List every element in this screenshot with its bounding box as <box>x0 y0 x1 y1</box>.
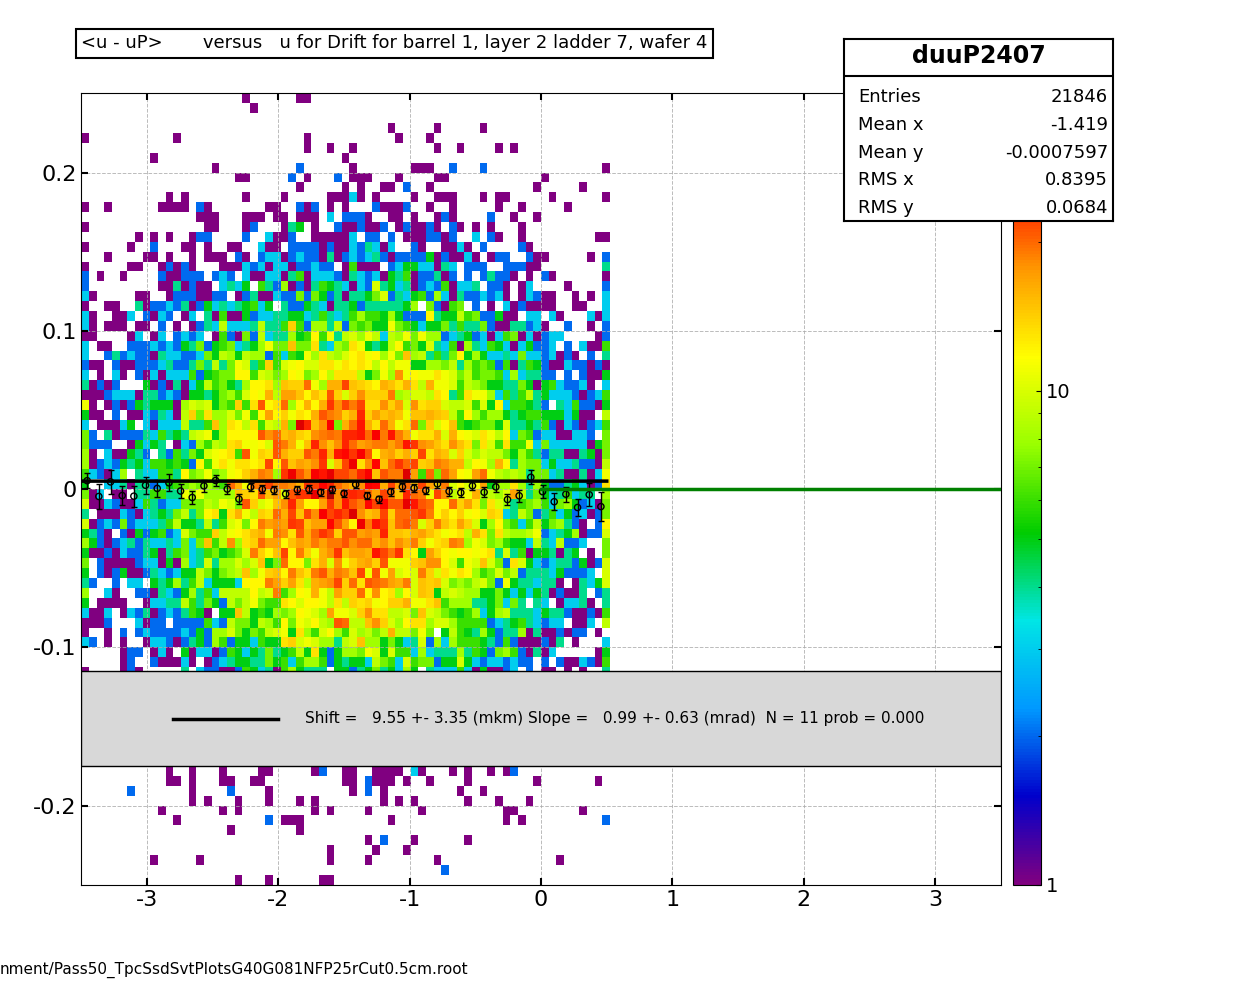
Text: -1.419: -1.419 <box>1050 116 1108 134</box>
Point <box>533 484 553 499</box>
Point <box>474 485 494 500</box>
Text: RMS y: RMS y <box>858 199 913 217</box>
Text: Mean y: Mean y <box>858 144 923 162</box>
Text: 0.0684: 0.0684 <box>1046 199 1108 217</box>
Text: RMS x: RMS x <box>858 171 913 190</box>
Point <box>590 498 610 514</box>
Text: 0.8395: 0.8395 <box>1045 171 1108 190</box>
Point <box>568 499 588 515</box>
Point <box>205 473 225 489</box>
Text: duuP2407: duuP2407 <box>912 43 1046 68</box>
Point <box>135 478 155 493</box>
Point <box>100 474 120 490</box>
Point <box>170 483 190 498</box>
Point <box>555 487 575 502</box>
Point <box>275 487 295 502</box>
Point <box>450 485 470 500</box>
Point <box>579 487 599 502</box>
Point <box>345 477 365 492</box>
Point <box>253 482 273 497</box>
Point <box>415 483 435 498</box>
Point <box>183 490 203 505</box>
Point <box>229 492 249 507</box>
Point <box>148 481 168 496</box>
Text: 21846: 21846 <box>1051 88 1108 106</box>
Point <box>358 488 378 503</box>
Point <box>264 483 284 498</box>
Text: Entries: Entries <box>858 88 921 106</box>
Point <box>509 488 529 503</box>
Point <box>393 479 413 494</box>
Point <box>124 489 144 504</box>
Point <box>439 484 459 499</box>
Point <box>485 479 505 494</box>
Point <box>194 478 214 493</box>
Point <box>159 475 179 491</box>
Point <box>380 484 400 499</box>
Point <box>428 476 448 492</box>
Point <box>113 488 133 503</box>
Text: Shift =   9.55 +- 3.35 (mkm) Slope =   0.99 +- 0.63 (mrad)  N = 11 prob = 0.000: Shift = 9.55 +- 3.35 (mkm) Slope = 0.99 … <box>305 711 924 726</box>
Bar <box>81 671 1001 766</box>
Point <box>78 473 98 489</box>
Point <box>299 482 319 497</box>
Point <box>89 489 109 504</box>
Point <box>544 493 564 509</box>
Point <box>288 482 308 497</box>
Point <box>520 470 540 486</box>
Point <box>218 482 238 497</box>
Point <box>240 479 260 494</box>
Point <box>334 486 354 501</box>
Text: -0.0007597: -0.0007597 <box>1005 144 1108 162</box>
Point <box>310 485 330 500</box>
Point <box>323 482 343 497</box>
Point <box>463 478 483 493</box>
Point <box>498 492 518 507</box>
Text: <u - uP>       versus   u for Drift for barrel 1, layer 2 ladder 7, wafer 4: <u - uP> versus u for Drift for barrel 1… <box>81 34 708 52</box>
Text: nment/Pass50_TpcSsdSvtPlotsG40G081NFP25rCut0.5cm.root: nment/Pass50_TpcSsdSvtPlotsG40G081NFP25r… <box>0 962 469 978</box>
Text: Mean x: Mean x <box>858 116 923 134</box>
Point <box>369 492 389 507</box>
Point <box>404 481 424 496</box>
